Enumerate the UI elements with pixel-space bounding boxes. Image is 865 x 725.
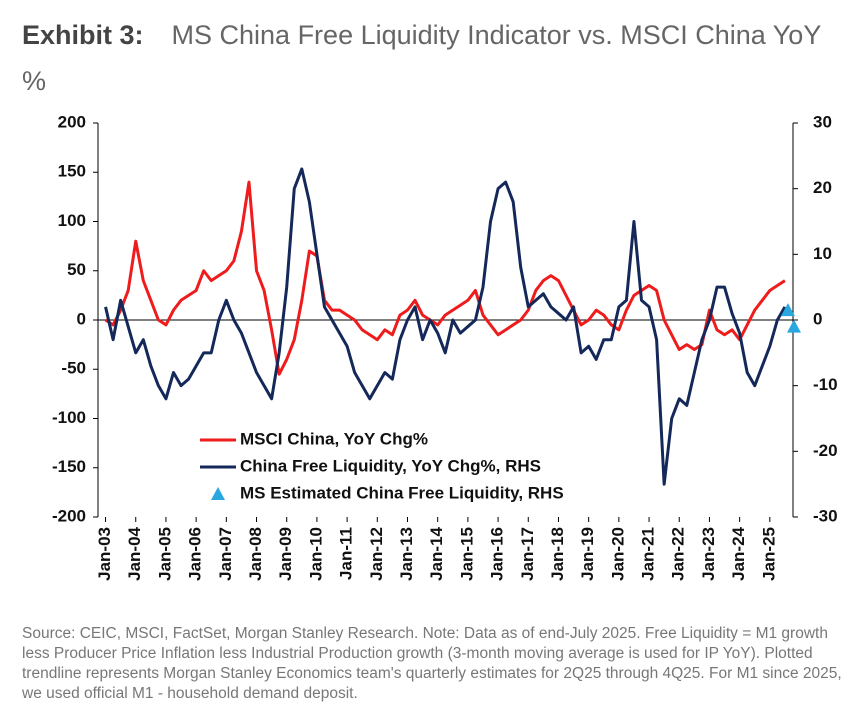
legend-label: China Free Liquidity, YoY Chg%, RHS: [240, 456, 541, 475]
x-tick-label: Jan-18: [548, 527, 567, 581]
x-tick-label: Jan-10: [306, 527, 325, 581]
y2-tick-label: 30: [813, 112, 832, 131]
x-tick-label: Jan-19: [578, 527, 597, 581]
y-tick-label: 50: [67, 260, 86, 279]
x-tick-label: Jan-16: [488, 527, 507, 581]
legend-label: MS Estimated China Free Liquidity, RHS: [240, 483, 564, 502]
estimate-marker: [786, 319, 801, 333]
y2-tick-label: 10: [813, 244, 832, 263]
series-line: [104, 167, 787, 486]
y2-tick-label: -20: [813, 441, 838, 460]
x-tick-label: Jan-06: [186, 527, 205, 581]
y2-tick-label: 20: [813, 178, 832, 197]
x-tick-label: Jan-03: [95, 527, 114, 581]
x-tick-label: Jan-24: [729, 526, 748, 580]
x-tick-label: Jan-17: [518, 527, 537, 581]
estimate-marker: [780, 303, 795, 317]
chart: -200-150-100-50050100150200-30-20-100102…: [52, 112, 838, 581]
y-tick-label: -150: [52, 457, 86, 476]
x-tick-label: Jan-25: [759, 527, 778, 581]
y-tick-label: -50: [61, 359, 86, 378]
x-tick-label: Jan-21: [639, 527, 658, 581]
x-tick-label: Jan-23: [699, 527, 718, 581]
x-tick-label: Jan-20: [608, 527, 627, 581]
series-line: [104, 180, 786, 376]
x-tick-label: Jan-13: [397, 527, 416, 581]
y2-tick-label: -10: [813, 375, 838, 394]
y2-tick-label: 0: [813, 309, 822, 328]
x-tick-label: Jan-09: [276, 527, 295, 581]
y-tick-label: 200: [58, 112, 86, 131]
x-tick-label: Jan-14: [427, 526, 446, 580]
title-block: Exhibit 3: MS China Free Liquidity Indica…: [22, 12, 822, 104]
x-tick-label: Jan-05: [155, 527, 174, 581]
y-tick-label: 150: [58, 162, 86, 181]
y-tick-label: -200: [52, 506, 86, 525]
x-tick-label: Jan-11: [337, 527, 356, 580]
y-tick-label: -100: [52, 408, 86, 427]
x-tick-label: Jan-04: [125, 526, 144, 580]
x-tick-label: Jan-12: [367, 527, 386, 581]
x-tick-label: Jan-08: [246, 527, 265, 581]
legend-marker: [211, 487, 225, 500]
x-tick-label: Jan-15: [457, 527, 476, 581]
x-tick-label: Jan-07: [216, 527, 235, 581]
x-tick-label: Jan-22: [669, 527, 688, 581]
exhibit-label: Exhibit 3:: [22, 20, 144, 50]
chart-title: MS China Free Liquidity Indicator vs. MS…: [22, 20, 821, 96]
y-tick-label: 0: [77, 309, 86, 328]
y-tick-label: 100: [58, 211, 86, 230]
legend-label: MSCI China, YoY Chg%: [240, 429, 428, 448]
y2-tick-label: -30: [813, 506, 838, 525]
source-note: Source: CEIC, MSCI, FactSet, Morgan Stan…: [22, 625, 842, 702]
